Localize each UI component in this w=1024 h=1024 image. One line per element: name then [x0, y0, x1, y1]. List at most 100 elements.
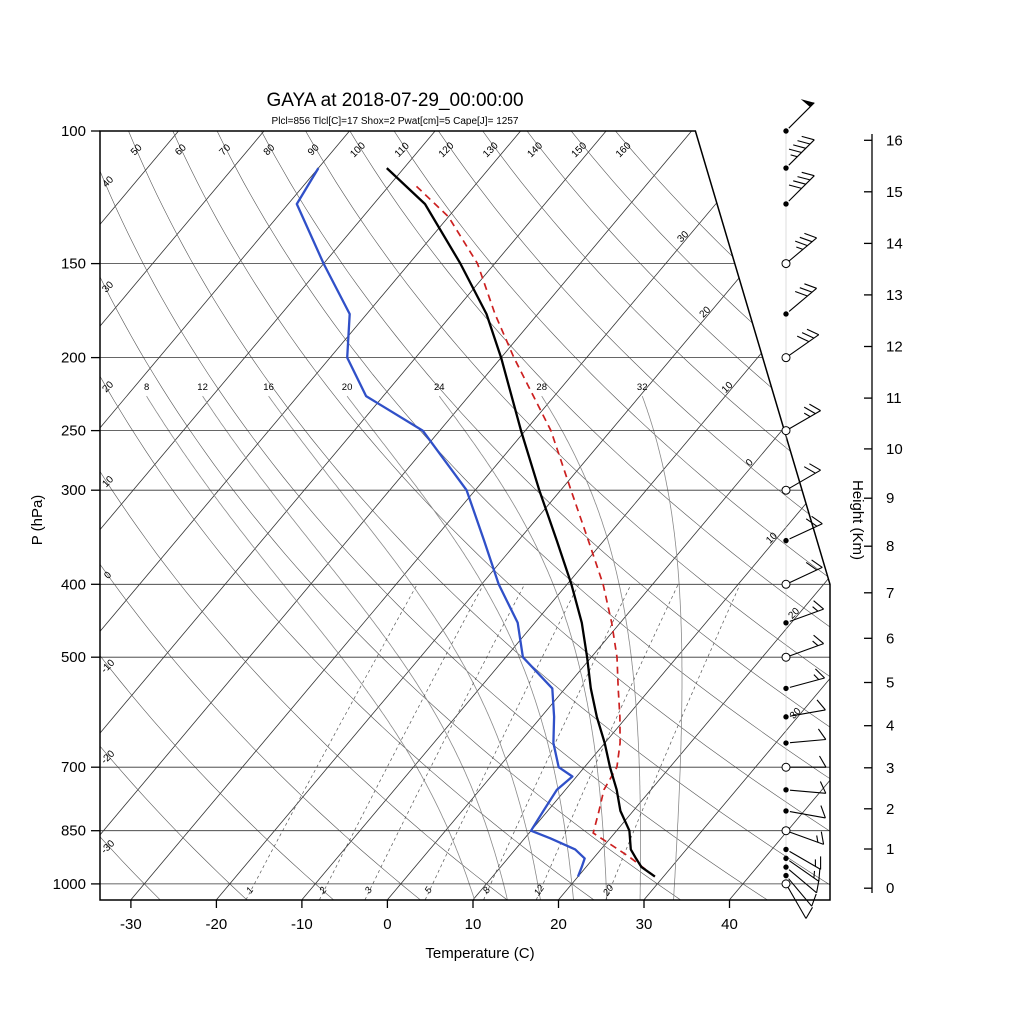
pressure-tick-label: 500 [61, 649, 86, 666]
height-tick-label: 3 [886, 760, 894, 777]
height-tick-label: 16 [886, 132, 903, 149]
wind-station-marker [783, 787, 789, 793]
wind-station-marker [783, 872, 789, 879]
wind-station-marker [781, 426, 791, 436]
mixing-ratio-label: 5 [423, 885, 435, 896]
wind-station-marker [781, 579, 791, 589]
isotherm-label: 10 [764, 530, 780, 546]
height-tick-label: 2 [886, 801, 894, 818]
dry-adiabat-label: 100 [348, 140, 368, 160]
height-tick-label: 15 [886, 184, 903, 201]
isotherm-lines [100, 131, 830, 900]
dry-adiabat-label: 130 [481, 140, 501, 160]
wind-station-marker [781, 762, 791, 772]
height-tick-label: 4 [886, 718, 894, 735]
sounding-curves [295, 167, 656, 878]
temperature-tick-label: 40 [721, 916, 738, 933]
height-tick-label: 13 [886, 287, 903, 304]
isotherm-label: 30 [788, 706, 804, 722]
temperature-tick-label: 20 [550, 916, 567, 933]
pseudoadiabat-label: 24 [434, 382, 445, 393]
dry-adiabat-label: 150 [570, 140, 590, 160]
mixing-ratio-lines [245, 584, 741, 900]
pseudoadiabat-label: 16 [263, 382, 274, 393]
pseudoadiabat-lines [146, 395, 683, 900]
wind-station-marker [781, 879, 791, 889]
dry-adiabat-label: 50 [129, 142, 145, 158]
pressure-tick-label: 150 [61, 256, 86, 273]
dry-adiabat-label: 120 [437, 140, 457, 160]
mixing-ratio-label: 1 [244, 885, 256, 896]
dry-adiabat-label: 70 [218, 142, 234, 158]
wind-barb-pennant [800, 99, 815, 107]
pressure-tick-label: 300 [61, 482, 86, 499]
dry-adiabat-label: 60 [173, 142, 189, 158]
pressure-gridlines [100, 131, 830, 885]
wind-station-marker [783, 855, 789, 862]
height-tick-label: 6 [886, 630, 894, 647]
mixing-ratio-label: 20 [601, 883, 617, 899]
pseudoadiabat-label: 28 [536, 382, 547, 393]
dry-adiabat-label: 110 [393, 140, 412, 159]
wind-station-marker [783, 201, 789, 207]
wind-station-marker [783, 685, 789, 692]
wind-station-marker [783, 864, 789, 870]
height-axis-title: Height (Km) [849, 480, 866, 560]
temperature-tick-label: -10 [291, 916, 313, 933]
dry-adiabat-label: -10 [99, 657, 117, 675]
height-tick-label: 9 [886, 490, 894, 507]
pressure-axis-title: P (hPa) [29, 495, 46, 546]
pseudoadiabat-label: 12 [197, 382, 208, 393]
parcel-curve [414, 184, 656, 878]
temperature-tick-label: 30 [636, 916, 653, 933]
wind-station-marker [783, 740, 789, 746]
dry-adiabat-label: 80 [262, 142, 278, 158]
height-tick-label: 5 [886, 675, 894, 692]
mixing-ratio-label: 12 [532, 883, 547, 899]
wind-station-marker [781, 353, 791, 363]
pressure-tick-label: 700 [61, 759, 86, 776]
dry-adiabat-lines [100, 131, 830, 900]
pressure-tick-label: 100 [61, 123, 86, 140]
chart-subtitle: Plcl=856 Tlcl[C]=17 Shox=2 Pwat[cm]=5 Ca… [272, 116, 519, 127]
pressure-tick-label: 400 [61, 576, 86, 593]
height-tick-label: 12 [886, 339, 903, 356]
wind-station-marker [781, 485, 791, 495]
wind-station-marker [781, 652, 791, 662]
wind-station-marker [783, 165, 789, 171]
wind-station-marker [783, 311, 789, 317]
wind-station-marker [783, 128, 789, 134]
pressure-tick-label: 850 [61, 823, 86, 840]
skewt-background [100, 131, 830, 900]
pressure-tick-label: 200 [61, 350, 86, 367]
pseudoadiabat-label: 8 [144, 382, 149, 393]
dry-adiabat-label: -30 [99, 838, 117, 856]
dry-adiabat-label: 30 [100, 279, 116, 295]
temperature-curve [386, 167, 656, 878]
wind-station-marker [781, 259, 791, 269]
pseudoadiabat-label: 20 [342, 382, 353, 393]
height-tick-label: 14 [886, 235, 903, 252]
dry-adiabat-label: 40 [100, 174, 116, 190]
dewpoint-curve [295, 167, 586, 878]
height-tick-label: 1 [886, 841, 894, 858]
temperature-axis-title: Temperature (C) [425, 945, 534, 962]
height-tick-label: 7 [886, 585, 894, 602]
dry-adiabat-label: 160 [614, 140, 634, 160]
pressure-tick-label: 1000 [53, 876, 86, 893]
wind-station-marker [783, 714, 789, 720]
height-tick-label: 8 [886, 538, 894, 555]
wind-station-marker [783, 537, 789, 544]
height-tick-label: 0 [886, 880, 894, 897]
wind-barbs [781, 99, 827, 919]
wind-station-marker [781, 826, 791, 836]
pseudoadiabat-label: 32 [637, 382, 648, 393]
wind-station-marker [783, 620, 789, 626]
mixing-ratio-label: 3 [363, 885, 375, 896]
